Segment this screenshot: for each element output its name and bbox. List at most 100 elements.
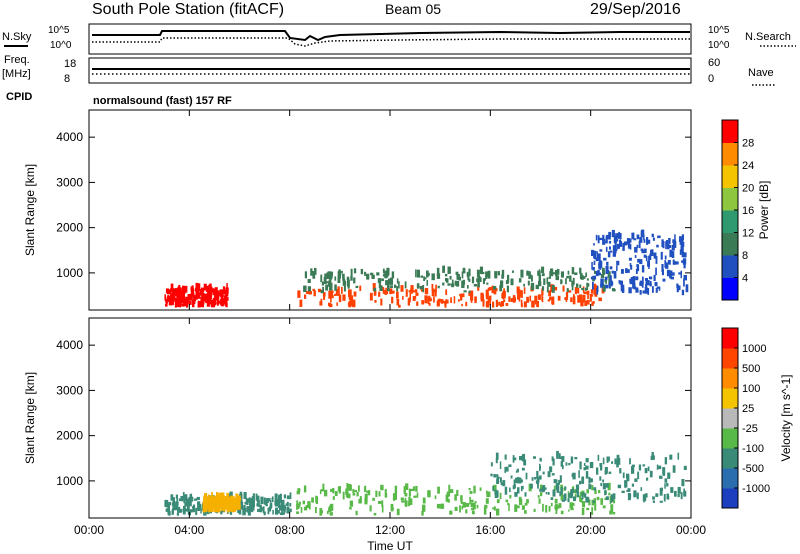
velocity-echo-region-3 <box>683 490 687 497</box>
power-echo-region-3 <box>676 283 679 288</box>
velocity-echo-region-0 <box>166 503 169 507</box>
power-echo-region-3 <box>658 286 661 291</box>
velocity-echo-region-3 <box>683 465 687 470</box>
power-echo-region-2 <box>543 278 546 285</box>
power-plot-frame <box>88 109 692 311</box>
velocity-echo-region-3 <box>560 487 563 495</box>
power-echo-region-0 <box>185 296 188 301</box>
velocity-echo-region-3 <box>592 500 595 503</box>
power-echo-region-1 <box>330 296 332 303</box>
power-echo-region-3 <box>672 245 674 250</box>
velocity-colorbar-frame <box>721 327 739 509</box>
power-echo-region-2 <box>523 283 525 287</box>
velocity-echo-region-3 <box>596 467 599 475</box>
power-echo-region-2 <box>314 267 317 275</box>
power-echo-region-2 <box>546 277 549 284</box>
velocity-echo-region-2 <box>422 504 426 512</box>
velocity-echo-region-1 <box>219 493 224 501</box>
velocity-echo-region-2 <box>384 493 388 498</box>
power-echo-region-2 <box>510 278 514 286</box>
power-echo-region-3 <box>596 251 598 255</box>
power-echo-region-0 <box>199 289 203 295</box>
velocity-echo-region-2 <box>483 507 487 515</box>
power-echo-region-0 <box>167 294 170 302</box>
power-echo-region-3 <box>629 244 632 250</box>
velocity-colorbar-tick-label-3: 25 <box>742 403 754 415</box>
power-echo-region-3 <box>612 251 616 257</box>
power-echo-region-2 <box>594 270 597 274</box>
power-echo-region-3 <box>630 265 633 270</box>
velocity-echo-region-0 <box>165 508 169 512</box>
power-echo-region-1 <box>577 295 581 303</box>
power-echo-region-0 <box>208 284 211 292</box>
power-echo-region-1 <box>431 288 435 297</box>
velocity-colorbar-tick-label-6: -500 <box>742 463 764 475</box>
power-echo-region-1 <box>580 301 584 307</box>
velocity-echo-region-3 <box>534 477 537 480</box>
velocity-echo-region-3 <box>512 455 515 463</box>
velocity-echo-region-0 <box>267 498 271 502</box>
velocity-echo-region-0 <box>196 496 200 500</box>
power-echo-region-2 <box>477 276 481 281</box>
power-echo-region-1 <box>331 295 334 299</box>
velocity-echo-region-2 <box>465 509 468 514</box>
power-echo-region-2 <box>423 276 425 281</box>
velocity-echo-region-2 <box>321 510 323 514</box>
power-echo-region-3 <box>660 251 663 260</box>
power-echo-region-2 <box>506 285 509 293</box>
power-echo-region-1 <box>477 284 480 291</box>
velocity-echo-region-2 <box>469 496 471 505</box>
velocity-echo-region-2 <box>366 490 368 493</box>
date-label: 29/Sep/2016 <box>590 1 681 18</box>
power-echo-region-2 <box>420 275 423 278</box>
velocity-echo-region-2 <box>493 484 497 492</box>
power-echo-region-3 <box>608 240 612 244</box>
velocity-echo-region-3 <box>573 496 577 502</box>
power-echo-region-2 <box>550 268 554 277</box>
velocity-echo-region-3 <box>659 475 663 479</box>
power-colorbar-segment-4 <box>722 187 738 211</box>
power-echo-region-3 <box>620 284 625 292</box>
power-echo-region-3 <box>681 260 684 263</box>
velocity-echo-region-2 <box>381 505 384 513</box>
power-echo-region-1 <box>591 302 594 306</box>
velocity-echo-region-3 <box>505 466 509 472</box>
power-echo-region-3 <box>600 278 604 286</box>
power-echo-region-1 <box>516 286 520 294</box>
velocity-echo-region-0 <box>167 504 170 513</box>
velocity-echo-region-3 <box>533 456 536 459</box>
power-echo-region-1 <box>482 299 485 307</box>
power-echo-region-1 <box>391 296 394 304</box>
noise-tick-low-right: 10^0 <box>708 40 730 51</box>
velocity-echo-region-3 <box>578 470 580 478</box>
power-echo-region-2 <box>486 272 490 277</box>
power-echo-region-1 <box>485 292 489 300</box>
power-echo-region-1 <box>439 298 441 302</box>
power-echo-region-2 <box>501 274 504 279</box>
power-echo-region-3 <box>636 244 639 248</box>
power-echo-region-3 <box>597 253 601 261</box>
velocity-echo-region-1 <box>233 506 237 509</box>
velocity-echo-region-3 <box>659 487 663 496</box>
power-echo-region-3 <box>642 290 646 294</box>
power-echo-region-0 <box>176 298 180 306</box>
velocity-y-tick-label-3: 4000 <box>56 338 83 352</box>
velocity-echo-region-3 <box>516 468 519 473</box>
power-echo-region-2 <box>473 284 477 287</box>
power-echo-region-1 <box>552 296 554 301</box>
velocity-echo-region-3 <box>551 473 555 476</box>
velocity-echo-region-2 <box>560 494 564 501</box>
power-echo-region-1 <box>330 290 333 299</box>
power-echo-region-3 <box>636 234 640 240</box>
velocity-echo-region-1 <box>228 497 231 502</box>
power-echo-region-2 <box>538 280 542 287</box>
power-echo-region-3 <box>676 285 679 293</box>
power-echo-region-0 <box>219 289 223 295</box>
power-echo-region-0 <box>176 288 179 296</box>
velocity-echo-region-3 <box>517 487 520 494</box>
power-echo-region-1 <box>461 293 465 298</box>
power-y-axis-label: Slant Range [km] <box>23 164 37 256</box>
velocity-echo-region-0 <box>229 491 233 499</box>
power-echo-region-2 <box>541 273 545 277</box>
velocity-echo-region-0 <box>243 505 246 508</box>
